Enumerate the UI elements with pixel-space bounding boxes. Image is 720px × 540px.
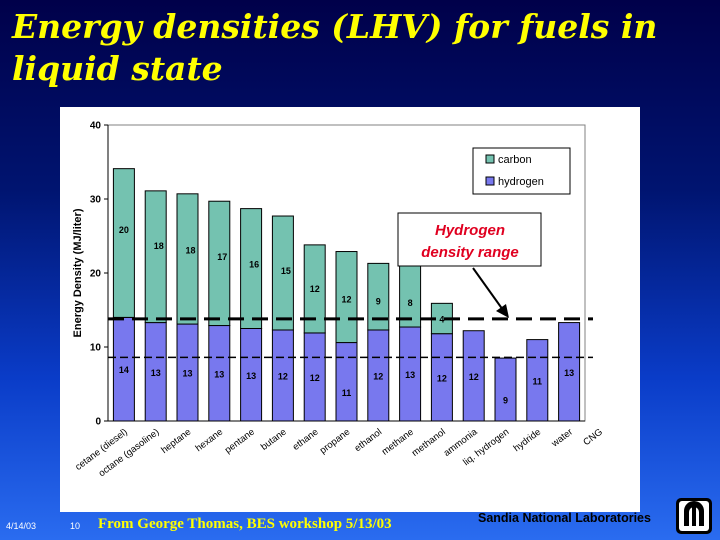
- y-tick-label: 40: [90, 121, 102, 132]
- data-label-carbon: 8: [408, 298, 413, 308]
- bar-carbon-5: [271, 215, 294, 331]
- bar-carbon-1: [144, 190, 167, 324]
- x-tick-label: methane: [380, 427, 416, 458]
- annotation-arrow-head: [496, 304, 509, 318]
- y-tick-label: 10: [90, 343, 102, 354]
- x-tick-label: butane: [259, 427, 289, 453]
- bar-hydrogen-11: [462, 330, 485, 422]
- legend-swatch-hydrogen: [485, 176, 495, 186]
- data-label-hydrogen: 12: [278, 371, 288, 381]
- data-label-carbon: 16: [249, 259, 259, 269]
- x-tick-label: propane: [318, 427, 352, 457]
- x-tick-label: ethanol: [353, 427, 385, 455]
- bar-carbon-4: [240, 208, 263, 329]
- data-label-hydrogen: 14: [119, 365, 129, 375]
- annotation-line-2: density range: [421, 244, 519, 261]
- x-tick-label: pentane: [223, 427, 257, 456]
- sandia-logo-icon: [676, 498, 712, 534]
- data-label-carbon: 17: [217, 252, 227, 262]
- bar-hydrogen-14: [558, 322, 581, 422]
- data-label-hydrogen: 13: [405, 370, 415, 380]
- data-label-hydrogen: 12: [373, 371, 383, 381]
- data-label-carbon: 12: [341, 294, 351, 304]
- data-label-carbon: 4: [439, 315, 444, 325]
- x-tick-label: hydride: [512, 427, 544, 455]
- slide-title: Energy densities (LHV) for fuels in liqu…: [12, 7, 658, 88]
- annotation-box: [397, 212, 542, 267]
- footer-page-number: 10: [70, 521, 81, 531]
- legend-label-hydrogen: hydrogen: [498, 176, 544, 188]
- data-label-hydrogen: 13: [151, 368, 161, 378]
- annotation-arrow-shaft: [472, 267, 504, 311]
- y-axis-title: Energy Density (MJ/liter): [72, 208, 84, 337]
- data-label-carbon: 18: [185, 245, 195, 255]
- data-label-hydrogen: 13: [214, 369, 224, 379]
- footer-credit: From George Thomas, BES workshop 5/13/03: [98, 516, 392, 532]
- y-tick-label: 30: [90, 195, 102, 206]
- x-tick-label: water: [549, 427, 575, 450]
- data-label-hydrogen: 12: [437, 373, 447, 383]
- bar-carbon-2: [176, 193, 199, 325]
- legend-label-carbon: carbon: [498, 154, 532, 166]
- data-label-carbon: 9: [376, 296, 381, 306]
- data-label-carbon: 20: [119, 225, 129, 235]
- data-label-hydrogen: 12: [469, 372, 479, 382]
- data-label-carbon: 18: [154, 241, 164, 251]
- data-label-hydrogen: 11: [533, 376, 543, 386]
- legend-swatch-carbon: [485, 154, 495, 164]
- x-tick-label: hexane: [194, 427, 226, 455]
- x-tick-label: methanol: [410, 427, 448, 459]
- bar-carbon-6: [303, 244, 326, 334]
- data-label-hydrogen: 9: [503, 396, 508, 406]
- annotation-line-1: Hydrogen: [435, 222, 505, 239]
- data-label-hydrogen: 13: [564, 368, 574, 378]
- bar-hydrogen-7: [335, 342, 358, 422]
- data-label-hydrogen: 11: [342, 388, 352, 398]
- bar-hydrogen-13: [526, 339, 549, 422]
- bar-carbon-3: [208, 200, 231, 327]
- data-label-hydrogen: 12: [310, 373, 320, 383]
- x-tick-label: ethane: [291, 427, 321, 453]
- bar-carbon-8: [367, 262, 390, 331]
- x-tick-label: heptane: [159, 427, 193, 456]
- data-label-hydrogen: 13: [182, 369, 192, 379]
- bar-carbon-0: [112, 168, 135, 318]
- footer-date: 4/14/03: [6, 521, 37, 531]
- data-label-hydrogen: 13: [246, 371, 256, 381]
- data-label-carbon: 15: [281, 266, 291, 276]
- x-tick-label-extra: CNG: [581, 427, 604, 448]
- org-name: Sandia National Laboratories: [478, 511, 651, 525]
- chart-panel: 0 10 20 30 40 Energy Density (MJ/liter) 14 20 ce…: [60, 107, 640, 512]
- data-label-carbon: 12: [310, 284, 320, 294]
- bar-hydrogen-12: [494, 357, 517, 422]
- y-tick-label: 20: [90, 269, 102, 280]
- y-tick-label: 0: [95, 417, 101, 428]
